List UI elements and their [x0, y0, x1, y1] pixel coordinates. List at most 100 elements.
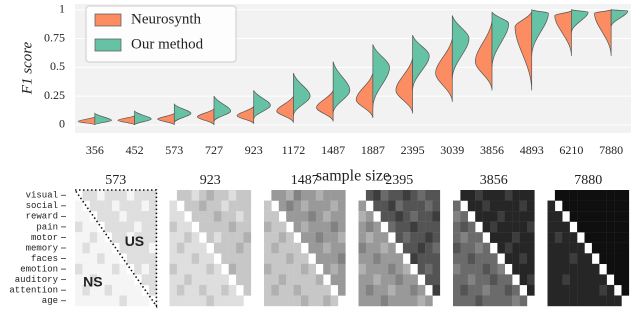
heatmap-cell [547, 284, 556, 296]
half-violin [134, 110, 152, 126]
heatmap-cell [490, 253, 498, 265]
heatmap-cell [554, 284, 563, 296]
heatmap-cell [527, 232, 535, 243]
heatmap-cell [243, 284, 252, 296]
heatmap-cell [264, 200, 272, 212]
heatmap-cell [264, 253, 272, 265]
heatmap-cell [482, 221, 491, 233]
heatmap-cell [149, 284, 157, 296]
heatmap-cell [243, 263, 252, 275]
heatmap-cell [112, 211, 120, 222]
heatmap-cell [402, 190, 411, 201]
heatmap-cell [599, 284, 607, 296]
x-tick-label: 3856 [480, 143, 504, 157]
heatmap-cell [490, 232, 498, 243]
heatmap-cell [338, 232, 346, 243]
heatmap-cell [338, 284, 346, 296]
heatmap-cell [308, 242, 316, 254]
heatmap-cell [75, 242, 83, 254]
heatmap-cell [358, 232, 367, 243]
heatmap-cell [308, 295, 316, 307]
heatmap-cell [554, 232, 563, 243]
half-violin [316, 90, 334, 122]
heatmap-cell [591, 211, 600, 222]
heatmap-cell [323, 190, 331, 201]
heatmap-cell [126, 232, 135, 243]
heatmap-cell [323, 253, 331, 265]
heatmap-cell [614, 221, 622, 233]
heatmap-cell [358, 200, 367, 212]
x-tick-label: 6210 [559, 143, 583, 157]
heatmap-cell [621, 263, 630, 275]
heatmap-cell [89, 274, 98, 286]
heatmap-cell [184, 274, 192, 286]
heatmap-cell [286, 190, 294, 201]
heatmap-cell [358, 242, 367, 254]
heatmap-cell [330, 211, 339, 222]
heatmap-cell [119, 232, 127, 243]
heatmap-cell [358, 295, 367, 307]
heatmap-cell [97, 274, 105, 286]
heatmap-cell [293, 263, 302, 275]
heatmap-cell [169, 232, 178, 243]
heatmap-cell [264, 263, 272, 275]
heatmap-cell [184, 284, 192, 296]
heatmap-cell [453, 232, 461, 243]
heatmap-cell [228, 190, 237, 201]
heatmap-cell [453, 253, 461, 265]
heatmap-cell [490, 274, 498, 286]
heatmap-cell [425, 295, 433, 307]
heatmap-cell [97, 253, 105, 265]
heatmap-cell [591, 284, 600, 296]
heatmap-cell [512, 295, 520, 307]
heatmap-cell [599, 274, 607, 286]
heatmap-cell [323, 200, 331, 212]
heatmap-cell [82, 295, 90, 307]
heatmap-cell [425, 232, 433, 243]
heatmap-cell [373, 263, 381, 275]
heatmap-cell [388, 242, 396, 254]
row-label: social [26, 201, 58, 211]
heatmap-cell [176, 263, 185, 275]
x-axis-label: sample size [316, 168, 390, 185]
heatmap-cell [417, 211, 426, 222]
heatmap-cell [621, 242, 630, 254]
heatmap-cell [184, 232, 192, 243]
heatmap-cell [213, 211, 222, 222]
heatmap-cell [176, 221, 185, 233]
heatmap-cell [402, 242, 411, 254]
heatmap-cell [89, 221, 98, 233]
heatmap-cell [149, 211, 157, 222]
half-violin [571, 9, 589, 33]
heatmap-cell [380, 295, 389, 307]
heatmap-cell [89, 242, 98, 254]
heatmap-cell [577, 253, 585, 265]
heatmap-cell [228, 221, 237, 233]
x-tick-label: 4893 [520, 143, 544, 157]
heatmap-cell [206, 263, 215, 275]
heatmap-cell [410, 274, 418, 286]
heatmap-cell [126, 200, 135, 212]
heatmap-cell [621, 284, 630, 296]
heatmap-cell [569, 200, 578, 212]
heatmap-cell [569, 284, 578, 296]
heatmap-cell [614, 242, 622, 254]
heatmap-cell [176, 274, 185, 286]
heatmap-cell [519, 221, 528, 233]
row-label: pain [36, 222, 58, 232]
heatmap-cell [554, 190, 563, 201]
heatmap-cell [504, 200, 513, 212]
heatmap-cell [365, 295, 374, 307]
heatmap-cell [365, 221, 374, 233]
heatmap-cell [206, 295, 215, 307]
heatmap-cell [141, 242, 150, 254]
heatmap-cell [614, 190, 622, 201]
heatmap-cell [141, 211, 150, 222]
heatmap-cell [330, 253, 339, 265]
heatmap-cell [621, 274, 630, 286]
heatmap-cell [221, 211, 229, 222]
heatmap-cell [301, 253, 309, 265]
legend-swatch [94, 13, 122, 27]
heatmap-cell [176, 253, 185, 265]
